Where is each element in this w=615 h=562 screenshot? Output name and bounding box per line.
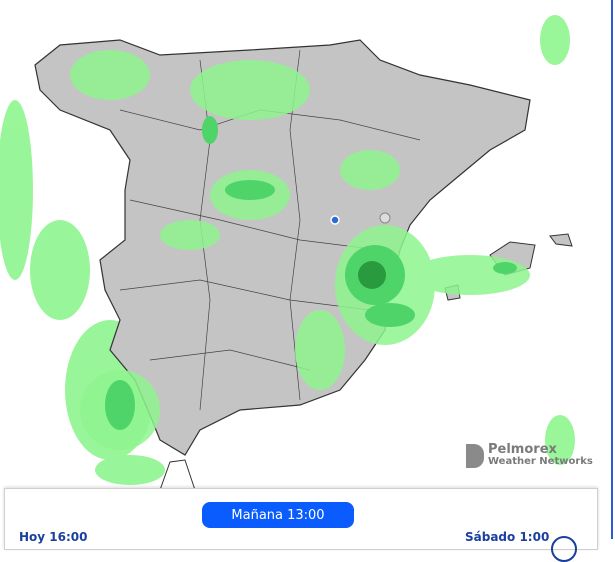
sun-icon[interactable] bbox=[379, 212, 391, 224]
brand-line1: Pelmorex bbox=[488, 442, 557, 457]
play-icon[interactable] bbox=[551, 536, 577, 562]
timeline-start-label: Hoy 16:00 bbox=[19, 530, 88, 544]
timeline-panel: Mañana 13:00 Hoy 16:00 Sábado 1:00 bbox=[4, 488, 598, 562]
timeline-end-label: Sábado 1:00 bbox=[465, 530, 550, 544]
brand-line2: Weather Networks bbox=[488, 456, 593, 467]
precip-heavy bbox=[358, 261, 386, 289]
weather-station-icon[interactable] bbox=[330, 215, 340, 225]
scrollbar[interactable] bbox=[611, 0, 613, 539]
current-time-button[interactable]: Mañana 13:00 bbox=[202, 502, 354, 528]
precipitation-map[interactable] bbox=[0, 0, 615, 539]
menorca bbox=[549, 233, 573, 247]
africa-coast bbox=[159, 459, 196, 491]
pelmorex-logo: Pelmorex Weather Networks bbox=[466, 442, 593, 468]
precip-moderate bbox=[105, 116, 517, 430]
spain-land bbox=[34, 39, 531, 456]
pelmorex-logo-mark bbox=[466, 444, 484, 468]
